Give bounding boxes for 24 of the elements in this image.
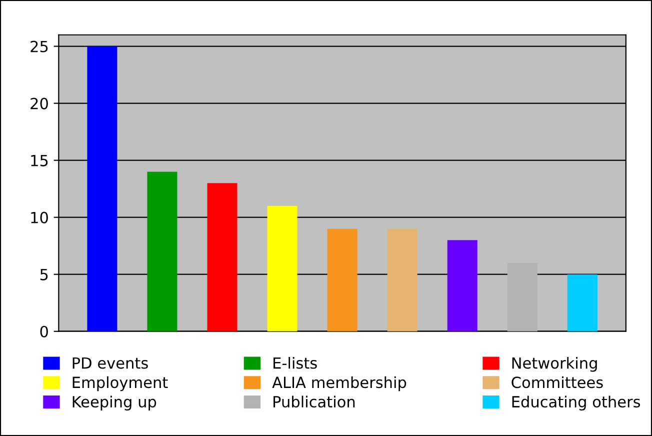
y-tick-label: 5 — [40, 269, 48, 280]
bar — [87, 46, 118, 332]
bar — [327, 228, 358, 332]
legend-label: Educating others — [512, 396, 640, 410]
y-tick-label: 15 — [31, 154, 48, 166]
bar — [387, 228, 418, 332]
y-tick-label: 10 — [31, 212, 48, 224]
bar — [267, 206, 298, 332]
legend-label: Employment — [72, 376, 168, 392]
legend-label: Keeping up — [72, 396, 156, 410]
bar — [447, 240, 478, 332]
legend-label: E-lists — [274, 356, 317, 369]
legend-label: Publication — [274, 396, 355, 408]
y-tick-label: 20 — [30, 98, 48, 110]
bar — [207, 183, 238, 332]
bar — [507, 262, 538, 332]
bar — [147, 172, 178, 332]
y-tick-label: 0 — [40, 326, 48, 338]
legend-label: ALIA membership — [272, 376, 406, 392]
legend-label: Networking — [512, 356, 597, 372]
legend-label: Committees — [512, 376, 603, 388]
y-tick-label: 25 — [30, 40, 48, 52]
bar — [567, 274, 598, 332]
legend-label: PD events — [72, 357, 148, 369]
